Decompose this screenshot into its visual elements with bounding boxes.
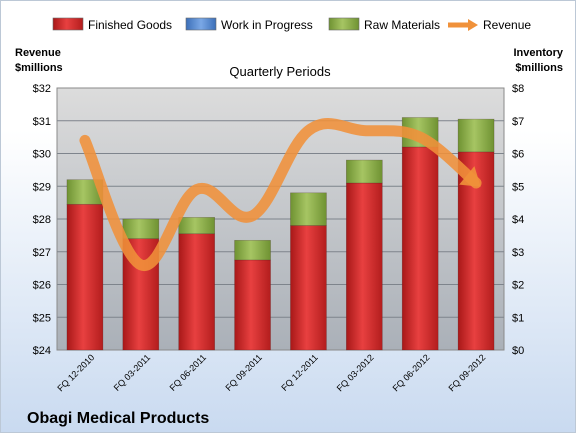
revenue-line-group	[79, 118, 482, 271]
footer-title: Obagi Medical Products	[27, 410, 209, 427]
revenue-arrowhead	[459, 166, 481, 187]
right-tick-label: $3	[512, 247, 524, 259]
right-tick-label: $6	[512, 149, 524, 161]
bars-group	[66, 117, 495, 351]
legend-label-finished-goods: Finished Goods	[88, 18, 172, 32]
right-axis-title-line2: $millions	[515, 62, 563, 74]
legend: Finished Goods Work in Progress Raw Materi…	[52, 17, 531, 32]
right-tick-label: $1	[512, 312, 524, 324]
right-tick-label: $4	[512, 214, 524, 226]
bar-raw-materials	[457, 118, 495, 153]
bar-raw-materials	[178, 217, 215, 235]
bar-finished-goods	[178, 233, 215, 351]
bar-raw-materials	[290, 192, 327, 226]
bar-finished-goods	[290, 225, 327, 351]
category-label: FQ 09-2012	[446, 352, 487, 393]
legend-swatch-finished-goods	[52, 17, 84, 31]
legend-label-raw-materials: Raw Materials	[364, 18, 440, 32]
category-label: FQ 03-2012	[335, 352, 376, 393]
left-axis-title-line1: Revenue	[15, 47, 61, 59]
bar-raw-materials	[346, 159, 383, 184]
chart-subtitle: Quarterly Periods	[229, 64, 331, 79]
legend-label-revenue: Revenue	[483, 18, 531, 32]
right-axis-ticks: $0 $1 $2 $3 $4 $5 $6 $7 $8	[512, 83, 524, 357]
right-tick-label: $5	[512, 181, 524, 193]
category-label: FQ 06-2011	[168, 352, 209, 393]
left-tick-label: $31	[33, 116, 51, 128]
legend-label-work-in-progress: Work in Progress	[221, 18, 313, 32]
bar-raw-materials	[122, 218, 160, 239]
right-axis-title-line1: Inventory	[513, 47, 563, 59]
right-tick-label: $2	[512, 280, 524, 292]
left-tick-label: $29	[33, 181, 51, 193]
left-axis-ticks: $24 $25 $26 $27 $28 $29 $30 $31 $32	[33, 83, 51, 357]
bar-finished-goods	[401, 146, 439, 351]
category-label: FQ 06-2012	[391, 352, 432, 393]
legend-swatch-work-in-progress	[185, 17, 217, 31]
left-tick-label: $30	[33, 149, 51, 161]
right-tick-label: $8	[512, 83, 524, 95]
category-label: FQ 03-2011	[112, 352, 153, 393]
left-tick-label: $26	[33, 280, 51, 292]
bar-finished-goods	[346, 182, 383, 351]
left-tick-label: $27	[33, 247, 51, 259]
category-labels: FQ 12-2010 FQ 03-2011 FQ 06-2011 FQ 09-2011…	[55, 352, 487, 393]
category-label: FQ 12-2010	[55, 352, 96, 393]
right-tick-label: $0	[512, 345, 524, 357]
category-label: FQ 12-2011	[279, 352, 320, 393]
bar-raw-materials	[234, 239, 271, 261]
left-tick-label: $24	[33, 345, 51, 357]
legend-arrow-revenue	[468, 19, 478, 31]
left-axis-title-line2: $millions	[15, 62, 63, 74]
right-tick-label: $7	[512, 116, 524, 128]
bar-finished-goods	[234, 259, 271, 351]
left-tick-label: $28	[33, 214, 51, 226]
legend-swatch-raw-materials	[328, 17, 360, 31]
revenue-line	[79, 118, 482, 271]
left-tick-label: $32	[33, 83, 51, 95]
left-tick-label: $25	[33, 312, 51, 324]
bar-finished-goods	[66, 203, 104, 351]
category-label: FQ 09-2011	[223, 352, 264, 393]
